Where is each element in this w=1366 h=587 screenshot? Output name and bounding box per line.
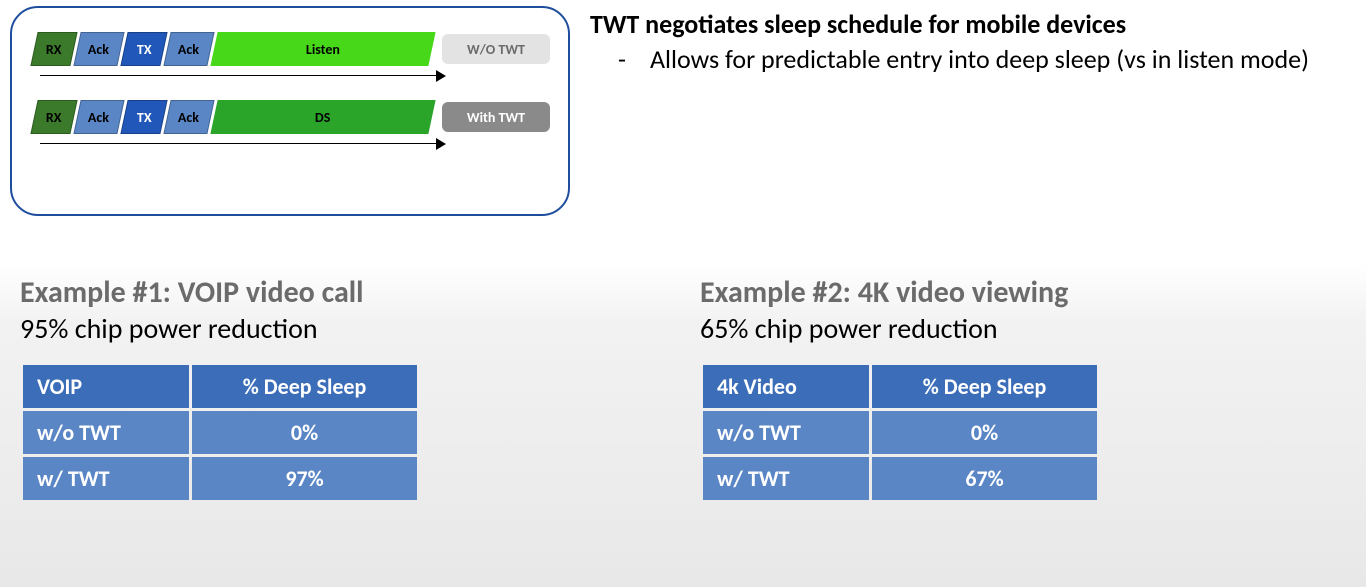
block-ack: Ack [73, 100, 124, 134]
column-header: 4k Video [703, 365, 869, 408]
block-label: TX [137, 109, 152, 126]
table-cell: w/ TWT [23, 457, 189, 500]
block-label: DS [315, 109, 330, 126]
description-headline: TWT negotiates sleep schedule for mobile… [590, 10, 1309, 40]
table-header-row: VOIP % Deep Sleep [23, 365, 417, 408]
table-cell: 0% [872, 411, 1097, 454]
block-rx: RX [30, 100, 77, 134]
example-title: Example #2: 4K video viewing [700, 274, 1240, 311]
column-header: VOIP [23, 365, 189, 408]
twt-diagram-panel: RX Ack TX Ack Listen W/O TWT RX Ack TX A… [10, 6, 570, 216]
table-cell: 0% [192, 411, 417, 454]
block-ack: Ack [163, 100, 214, 134]
timeline-arrow [40, 70, 446, 84]
deep-sleep-table-4k: 4k Video % Deep Sleep w/o TWT 0% w/ TWT … [700, 362, 1100, 503]
table-cell: w/o TWT [703, 411, 869, 454]
table-cell: w/o TWT [23, 411, 189, 454]
block-label: Listen [306, 41, 340, 58]
sequence-blocks: RX Ack TX Ack Listen [34, 32, 435, 66]
badge-without-twt: W/O TWT [442, 34, 550, 64]
arrowhead-icon [436, 70, 446, 82]
block-label: Ack [88, 109, 109, 126]
block-ds: DS [210, 100, 435, 134]
sequence-row-without-twt: RX Ack TX Ack Listen W/O TWT [34, 32, 550, 66]
badge-label: With TWT [467, 109, 525, 126]
block-listen: Listen [210, 32, 435, 66]
block-rx: RX [30, 32, 77, 66]
example-subtitle: 65% chip power reduction [700, 311, 1240, 346]
sequence-blocks: RX Ack TX Ack DS [34, 100, 435, 134]
deep-sleep-table-voip: VOIP % Deep Sleep w/o TWT 0% w/ TWT 97% [20, 362, 420, 503]
arrowhead-icon [436, 138, 446, 150]
block-label: RX [46, 41, 62, 58]
table-row: w/o TWT 0% [23, 411, 417, 454]
table-cell: w/ TWT [703, 457, 869, 500]
description-bullet: - Allows for predictable entry into deep… [590, 44, 1309, 75]
example-subtitle: 95% chip power reduction [20, 311, 560, 346]
example-2: Example #2: 4K video viewing 65% chip po… [700, 274, 1240, 503]
description-text: TWT negotiates sleep schedule for mobile… [570, 6, 1309, 216]
column-header: % Deep Sleep [872, 365, 1097, 408]
bullet-dash-icon: - [618, 44, 650, 75]
block-tx: TX [120, 32, 167, 66]
table-row: w/o TWT 0% [703, 411, 1097, 454]
bullet-text: Allows for predictable entry into deep s… [650, 44, 1309, 75]
table-row: w/ TWT 97% [23, 457, 417, 500]
table-row: w/ TWT 67% [703, 457, 1097, 500]
table-cell: 97% [192, 457, 417, 500]
block-ack: Ack [73, 32, 124, 66]
example-1: Example #1: VOIP video call 95% chip pow… [20, 274, 560, 503]
block-tx: TX [120, 100, 167, 134]
column-header: % Deep Sleep [192, 365, 417, 408]
block-label: Ack [88, 41, 109, 58]
sequence-row-with-twt: RX Ack TX Ack DS With TWT [34, 100, 550, 134]
table-cell: 67% [872, 457, 1097, 500]
badge-label: W/O TWT [467, 41, 525, 58]
block-label: RX [46, 109, 62, 126]
example-title: Example #1: VOIP video call [20, 274, 560, 311]
timeline-arrow [40, 138, 446, 152]
block-ack: Ack [163, 32, 214, 66]
block-label: TX [137, 41, 152, 58]
badge-with-twt: With TWT [442, 102, 550, 132]
table-header-row: 4k Video % Deep Sleep [703, 365, 1097, 408]
block-label: Ack [178, 41, 199, 58]
block-label: Ack [178, 109, 199, 126]
